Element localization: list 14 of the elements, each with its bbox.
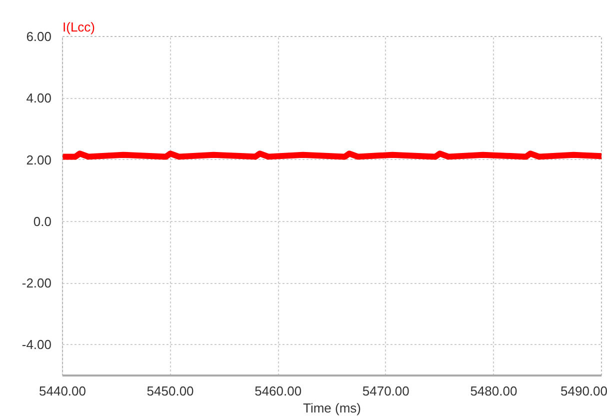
y-tick-label: 0.0 xyxy=(33,214,52,229)
x-tick-label: 5460.00 xyxy=(254,384,302,398)
x-tick-label: 5440.00 xyxy=(39,384,86,398)
y-tick-label: -4.00 xyxy=(22,337,52,352)
y-tick-label: 6.00 xyxy=(26,29,52,44)
x-tick-label: 5490.00 xyxy=(560,384,607,398)
x-axis-title: Time (ms) xyxy=(303,400,362,416)
x-tick-label: 5450.00 xyxy=(146,384,194,398)
y-tick-label: 2.00 xyxy=(26,152,52,168)
x-tick-label: 5470.00 xyxy=(362,384,410,398)
y-tick-label: 4.00 xyxy=(26,90,52,106)
x-tick-label: 5480.00 xyxy=(470,384,518,398)
text: I(Lcc) xyxy=(62,20,95,34)
y-tick-label: -2.00 xyxy=(22,276,52,291)
